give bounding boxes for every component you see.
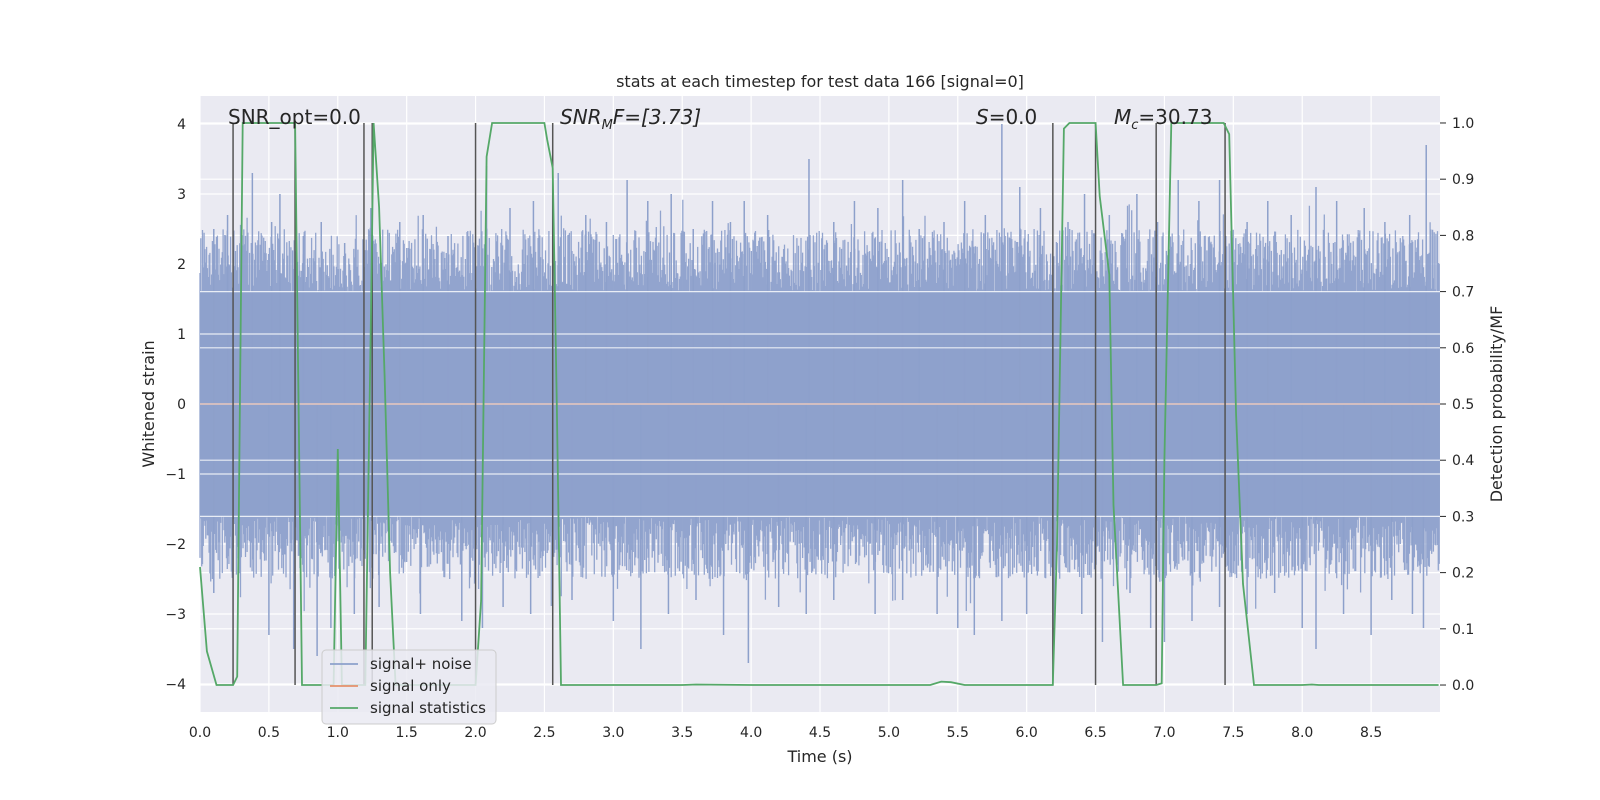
x-tick-label: 3.5: [671, 725, 693, 741]
x-tick-label: 1.0: [327, 725, 349, 741]
x-tick-label: 0.0: [189, 725, 211, 741]
x-ticks: 0.0 0.5 1.0 1.5 2.0 2.5 3.0 3.5 4.0 4.5 5.0 5.5 6.0 6…: [189, 725, 1382, 741]
y2-tick-label: 0.5: [1452, 397, 1474, 413]
chart-title: stats at each timestep for test data 166…: [616, 72, 1024, 91]
y-tick-label: 0: [177, 397, 186, 413]
y2-tick-label: 1.0: [1452, 116, 1474, 132]
x-tick-label: 7.5: [1222, 725, 1244, 741]
y2-tick-label: 0.3: [1452, 509, 1474, 525]
x-tick-label: 1.5: [396, 725, 418, 741]
s-rest: =0.0: [989, 105, 1038, 129]
x-tick-label: 4.0: [740, 725, 762, 741]
chart: 0.0 0.5 1.0 1.5 2.0 2.5 3.0 3.5 4.0 4.5 5.0 5.5 6.0 6…: [0, 0, 1600, 800]
x-tick-label: 2.0: [464, 725, 486, 741]
x-tick-label: 8.5: [1360, 725, 1382, 741]
mc-main: M: [1114, 105, 1131, 129]
snr-opt-annotation: SNR_opt=0.0: [228, 105, 361, 129]
y-tick-label: −1: [165, 467, 186, 483]
x-tick-label: 8.0: [1291, 725, 1313, 741]
y-axis-label: Whitened strain: [139, 340, 158, 467]
x-tick-label: 6.5: [1084, 725, 1106, 741]
x-tick-label: 3.0: [602, 725, 624, 741]
x-tick-label: 5.0: [878, 725, 900, 741]
legend-label-stats: signal statistics: [370, 699, 486, 717]
snr-mf-annotation: SNRMF=[3.73]: [560, 105, 701, 133]
mc-sub: c: [1131, 118, 1138, 133]
snr-mf-sub: M: [602, 118, 613, 133]
snr-mf-rest: F=[3.73]: [613, 105, 701, 129]
legend: signal+ noise signal only signal statist…: [322, 650, 496, 724]
y-ticks: −4 −3 −2 −1 0 1 2 3 4: [165, 117, 186, 693]
mc-rest: =30.73: [1138, 105, 1212, 129]
x-tick-label: 7.0: [1153, 725, 1175, 741]
legend-label-noise: signal+ noise: [370, 655, 472, 673]
s-main: S: [976, 105, 989, 129]
snr-mf-main: SNR: [560, 105, 602, 129]
y-tick-label: −3: [165, 607, 186, 623]
y-tick-label: 1: [177, 327, 186, 343]
y2-ticks: 0.0 0.1 0.2 0.3 0.4 0.5 0.6 0.7 0.8 0.9 1.0: [1440, 116, 1474, 694]
y2-tick-label: 0.9: [1452, 172, 1474, 188]
mc-annotation: Mc=30.73: [1114, 105, 1212, 133]
x-tick-label: 4.5: [809, 725, 831, 741]
y-tick-label: 4: [177, 117, 186, 133]
y2-tick-label: 0.1: [1452, 622, 1474, 638]
y-tick-label: −2: [165, 537, 186, 553]
y2-tick-label: 0.4: [1452, 453, 1474, 469]
y-tick-label: −4: [165, 677, 186, 693]
x-tick-label: 5.5: [947, 725, 969, 741]
y2-tick-label: 0.2: [1452, 566, 1474, 582]
y-tick-label: 3: [177, 187, 186, 203]
x-tick-label: 0.5: [258, 725, 280, 741]
x-tick-label: 2.5: [533, 725, 555, 741]
s-annotation: S=0.0: [976, 105, 1037, 129]
legend-label-signal: signal only: [370, 677, 451, 695]
y2-tick-label: 0.6: [1452, 341, 1474, 357]
y-tick-label: 2: [177, 257, 186, 273]
y2-tick-label: 0.7: [1452, 285, 1474, 301]
x-tick-label: 6.0: [1016, 725, 1038, 741]
x-axis-label: Time (s): [786, 747, 852, 766]
y2-axis-label: Detection probability/MF: [1487, 306, 1506, 503]
y2-tick-label: 0.0: [1452, 678, 1474, 694]
y2-tick-label: 0.8: [1452, 228, 1474, 244]
